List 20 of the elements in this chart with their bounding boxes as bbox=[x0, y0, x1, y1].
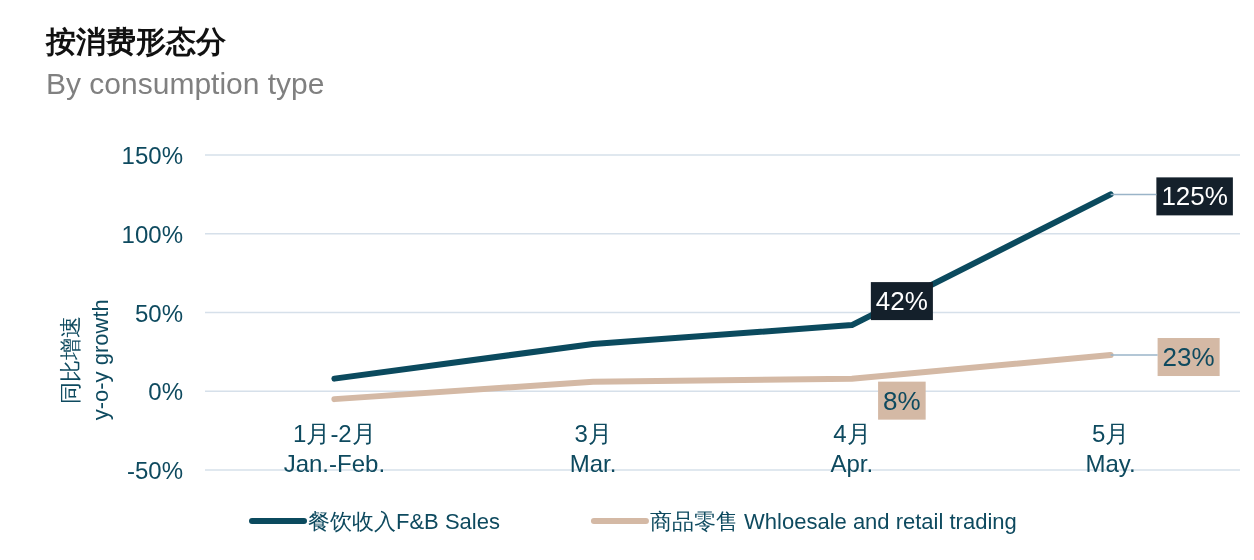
x-tick-label: 5月 May. bbox=[1085, 420, 1136, 477]
label: 42% bbox=[870, 282, 933, 321]
y-axis-title: 同比增速 y-o-y growth bbox=[58, 299, 113, 421]
x-tick-label: 1月-2月 Jan.-Feb. bbox=[283, 420, 386, 477]
label: 23% bbox=[1109, 338, 1220, 377]
chart-subtitle: By consumption type bbox=[46, 67, 325, 100]
y-tick-label: 100% bbox=[121, 220, 183, 248]
legend-label: 餐饮收入F&B Sales bbox=[308, 509, 500, 534]
y-tick-label: 0% bbox=[148, 378, 183, 406]
x-tick-label: 4月 Apr. bbox=[830, 420, 874, 477]
data-label: 23% bbox=[1162, 342, 1215, 373]
y-tick-label: -50% bbox=[126, 457, 183, 484]
y-tick-label: 50% bbox=[134, 299, 183, 327]
legend-label: 商品零售 Whloesale and retail trading bbox=[649, 509, 1017, 534]
label: 8% bbox=[878, 381, 926, 420]
data-label: 125% bbox=[1161, 181, 1228, 212]
label: 125% bbox=[1109, 177, 1233, 216]
y-tick-label: 150% bbox=[121, 142, 183, 169]
x-tick-label: 3月 Mar. bbox=[569, 420, 617, 477]
chart-title: 按消费形态分 bbox=[45, 25, 226, 58]
